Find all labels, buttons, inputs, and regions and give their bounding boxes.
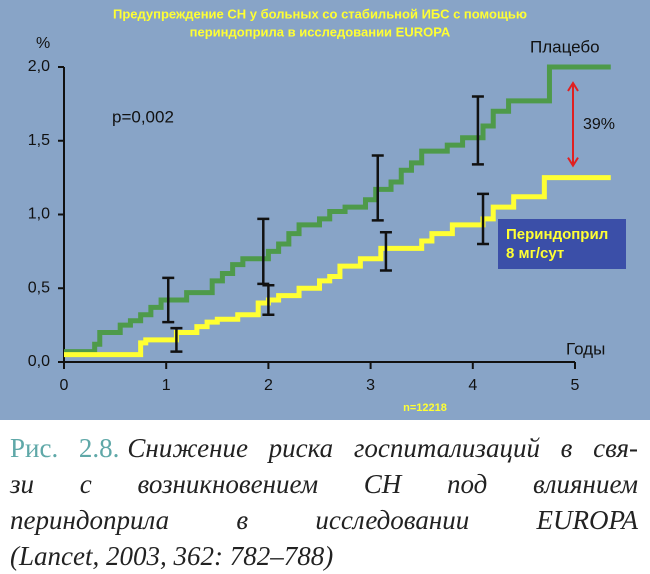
x-tick-label: 1 bbox=[162, 377, 171, 394]
caption-text: периндоприла в исследовании EUROPA bbox=[10, 505, 638, 535]
error-bar-line bbox=[170, 326, 183, 353]
y-tick-label: 1,5 bbox=[28, 132, 50, 149]
error-bar-line bbox=[262, 284, 275, 317]
caption: Рис. 2.8. Снижение риска госпитализаций в… bbox=[10, 430, 638, 574]
n-label: n=12218 bbox=[403, 402, 447, 414]
error-bar-line bbox=[371, 154, 384, 222]
error-bar bbox=[170, 326, 183, 353]
error-bar bbox=[162, 276, 175, 324]
chart-title: Предупреждение СН у больных со стабильно… bbox=[113, 6, 527, 21]
error-bar bbox=[477, 192, 490, 246]
error-bar-line bbox=[471, 95, 484, 166]
error-bar-line bbox=[379, 230, 392, 272]
series-line bbox=[64, 64, 611, 355]
caption-text: (Lancet, 2003, 362: 782–788) bbox=[10, 541, 334, 571]
y-tick-label: 1,0 bbox=[28, 206, 50, 223]
y-axis-label: % bbox=[36, 35, 50, 52]
chart-background bbox=[0, 0, 650, 420]
p-value: p=0,002 bbox=[112, 107, 174, 126]
error-bar-line bbox=[162, 276, 175, 324]
caption-line: (Lancet, 2003, 362: 782–788) bbox=[10, 538, 638, 574]
error-bar-line bbox=[477, 192, 490, 246]
error-bar-line bbox=[257, 217, 270, 286]
error-bar bbox=[257, 217, 270, 286]
legend-entry: Периндоприл 8 мг/сут bbox=[498, 219, 626, 269]
y-tick-label: 0,0 bbox=[28, 353, 50, 370]
error-bar bbox=[379, 230, 392, 272]
caption-line: зи с возникновением СН под влиянием bbox=[10, 466, 638, 502]
difference-arrow bbox=[567, 81, 579, 168]
error-bar bbox=[262, 284, 275, 317]
x-tick-label: 4 bbox=[468, 377, 477, 394]
chart-title: периндоприла в исследовании EUROPA bbox=[190, 24, 451, 39]
x-tick-label: 5 bbox=[571, 377, 580, 394]
caption-label: Рис. 2.8. bbox=[10, 433, 120, 463]
chart: Предупреждение СН у больных со стабильно… bbox=[0, 0, 650, 420]
error-bar bbox=[371, 154, 384, 222]
caption-line: периндоприла в исследовании EUROPA bbox=[10, 502, 638, 538]
y-tick-label: 2,0 bbox=[28, 58, 50, 75]
x-tick-label: 3 bbox=[366, 377, 375, 394]
x-tick-label: 2 bbox=[264, 377, 273, 394]
legend-entry: Плацебо bbox=[530, 37, 600, 56]
difference-label: 39% bbox=[583, 116, 615, 133]
y-tick-label: 0,5 bbox=[28, 279, 50, 296]
error-bar bbox=[471, 95, 484, 166]
caption-line: Рис. 2.8. Снижение риска госпитализаций в… bbox=[10, 430, 638, 466]
x-tick-label: 0 bbox=[60, 377, 69, 394]
caption-text: зи с возникновением СН под влиянием bbox=[10, 469, 638, 499]
caption-text: Снижение риска госпитализаций в свя- bbox=[127, 433, 639, 463]
x-axis-label: Годы bbox=[566, 339, 605, 358]
